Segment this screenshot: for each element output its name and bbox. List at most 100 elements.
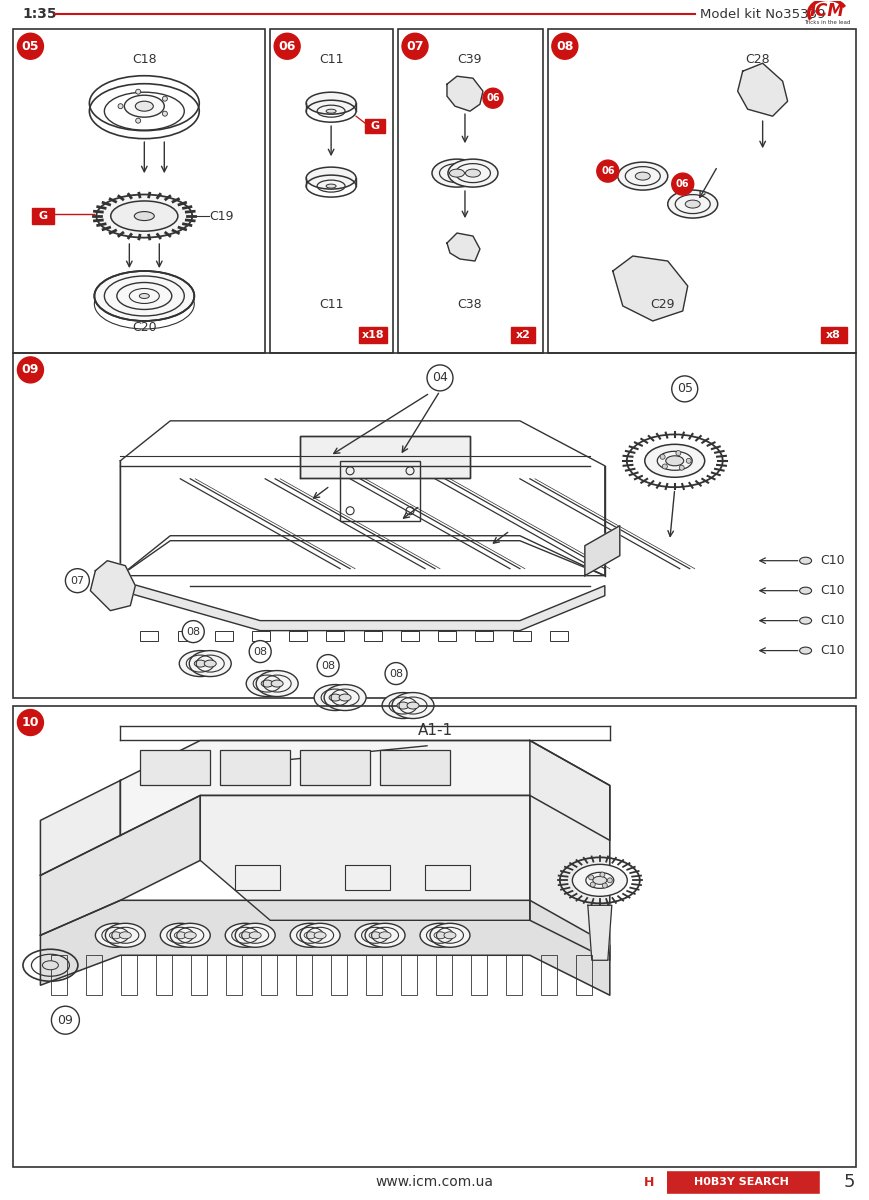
Bar — [401, 631, 419, 641]
Ellipse shape — [105, 923, 145, 947]
Text: 08: 08 — [186, 626, 201, 637]
Text: G: G — [370, 121, 380, 131]
Bar — [235, 865, 280, 890]
Ellipse shape — [420, 923, 460, 947]
Circle shape — [600, 872, 605, 877]
Ellipse shape — [667, 190, 718, 218]
Text: 05: 05 — [22, 40, 39, 53]
Text: C10: C10 — [820, 554, 846, 568]
Ellipse shape — [246, 671, 289, 696]
Bar — [380, 750, 450, 786]
Ellipse shape — [160, 923, 200, 947]
Polygon shape — [120, 581, 605, 631]
Bar — [215, 631, 233, 641]
Ellipse shape — [593, 876, 607, 884]
Ellipse shape — [430, 923, 470, 947]
Text: Tricks in the lead: Tricks in the lead — [805, 19, 851, 25]
Ellipse shape — [799, 587, 812, 594]
Ellipse shape — [225, 923, 265, 947]
Ellipse shape — [119, 931, 131, 938]
Circle shape — [676, 450, 680, 456]
Circle shape — [317, 654, 339, 677]
Text: H: H — [644, 1176, 654, 1188]
Bar — [401, 955, 417, 995]
Text: C38: C38 — [458, 299, 482, 312]
Ellipse shape — [110, 200, 178, 232]
Circle shape — [249, 641, 271, 662]
Polygon shape — [738, 64, 787, 116]
Ellipse shape — [329, 694, 342, 701]
Ellipse shape — [235, 923, 275, 947]
Ellipse shape — [448, 160, 498, 187]
Ellipse shape — [179, 650, 222, 677]
Text: 06: 06 — [676, 179, 689, 190]
Bar — [252, 631, 270, 641]
Circle shape — [588, 875, 594, 880]
Ellipse shape — [109, 931, 122, 938]
Bar — [550, 631, 567, 641]
Text: C39: C39 — [458, 53, 482, 66]
Ellipse shape — [635, 172, 650, 180]
Bar — [345, 865, 390, 890]
Circle shape — [275, 34, 300, 59]
Circle shape — [662, 464, 667, 469]
Circle shape — [17, 34, 43, 59]
Text: C11: C11 — [319, 299, 343, 312]
Ellipse shape — [392, 692, 434, 719]
Ellipse shape — [466, 169, 481, 178]
Circle shape — [660, 455, 665, 460]
Circle shape — [607, 878, 613, 883]
Text: C10: C10 — [820, 584, 846, 598]
Polygon shape — [587, 905, 612, 960]
Bar — [140, 631, 158, 641]
Ellipse shape — [326, 184, 336, 188]
Ellipse shape — [95, 271, 195, 320]
Ellipse shape — [369, 931, 381, 938]
Bar — [471, 955, 487, 995]
Ellipse shape — [290, 923, 330, 947]
Bar — [140, 750, 210, 786]
Bar — [300, 436, 470, 478]
Circle shape — [136, 118, 141, 124]
Bar — [226, 955, 242, 995]
Bar — [547, 29, 856, 353]
Text: C19: C19 — [209, 210, 234, 222]
Ellipse shape — [397, 702, 409, 709]
Circle shape — [163, 96, 168, 101]
Circle shape — [597, 160, 619, 182]
Text: 08: 08 — [253, 647, 268, 656]
Text: C10: C10 — [820, 614, 846, 628]
Circle shape — [17, 356, 43, 383]
Text: 06: 06 — [601, 166, 614, 176]
Text: 05: 05 — [677, 383, 693, 395]
Circle shape — [51, 1007, 79, 1034]
Bar — [359, 326, 387, 343]
Polygon shape — [530, 740, 610, 960]
Text: Model kit No35339: Model kit No35339 — [700, 7, 826, 20]
Bar — [156, 955, 172, 995]
Text: 04: 04 — [432, 371, 448, 384]
Text: C28: C28 — [746, 53, 770, 66]
Ellipse shape — [170, 923, 210, 947]
Polygon shape — [447, 77, 483, 112]
Text: 08: 08 — [556, 40, 574, 53]
Bar — [365, 119, 385, 133]
Ellipse shape — [184, 931, 196, 938]
Ellipse shape — [256, 671, 298, 696]
Text: C29: C29 — [651, 299, 675, 312]
Ellipse shape — [306, 167, 356, 190]
Polygon shape — [41, 780, 120, 875]
Ellipse shape — [799, 557, 812, 564]
Ellipse shape — [96, 194, 192, 238]
Ellipse shape — [618, 162, 667, 190]
Bar — [86, 955, 103, 995]
Ellipse shape — [314, 931, 326, 938]
Text: 06: 06 — [278, 40, 295, 53]
Circle shape — [65, 569, 90, 593]
Circle shape — [427, 365, 453, 391]
Ellipse shape — [573, 864, 627, 896]
Bar — [340, 461, 420, 521]
Bar — [331, 955, 347, 995]
Text: 06: 06 — [486, 94, 500, 103]
Bar — [645, 1170, 667, 1194]
